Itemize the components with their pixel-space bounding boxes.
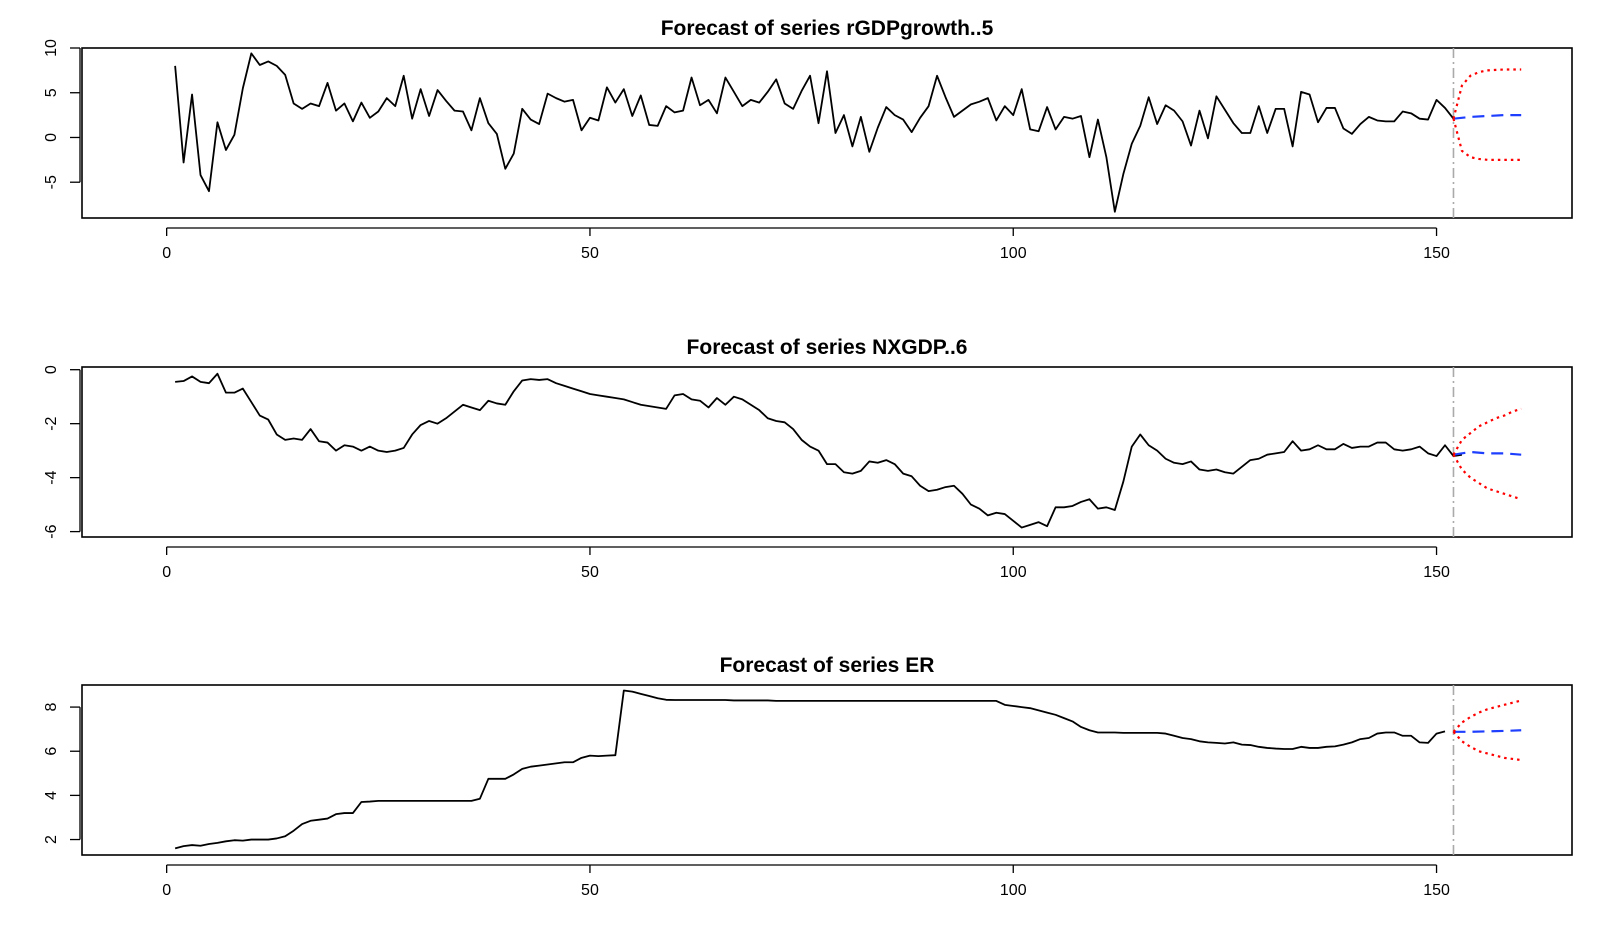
x-tick-label: 50 [581,564,599,581]
chart-title: Forecast of series ER [720,654,935,677]
y-tick-label: 6 [43,747,60,756]
x-tick-label: 50 [581,882,599,899]
chart-panel-2: Forecast of series NXGDP..6 0 50 100 150 -6 -4… [43,336,1573,581]
y-tick-label: -6 [43,524,60,538]
x-tick-label: 100 [1000,882,1027,899]
plot-frame [81,684,1573,856]
y-tick-label: 5 [43,88,60,97]
forecast-series-line [1453,114,1522,120]
chart-panel-1: Forecast of series rGDPgrowth..50 50 100 15… [43,17,1573,262]
observed-series-line [174,689,1446,850]
y-tick-label: -4 [43,470,60,484]
y-tick-label: 10 [43,39,60,57]
y-tick-label: 2 [43,835,60,844]
chart-title: Forecast of series NXGDP..6 [687,336,968,359]
plot-frame [81,366,1573,538]
x-tick-label: 0 [162,564,171,581]
y-tick-label: 8 [43,703,60,712]
upper-series-line [1452,699,1522,733]
chart-panel-3: Forecast of series ER 0 50 100 150 2 4 6 8 [43,654,1573,899]
x-tick-label: 150 [1423,245,1450,262]
lower-series-line [1452,731,1522,762]
y-tick-label: 0 [43,365,60,374]
lower-series-line [1452,118,1522,161]
observed-series-line [174,52,1455,213]
observed-series-line [175,372,1463,529]
x-tick-label: 100 [1000,564,1027,581]
plot-frame [81,47,1573,219]
lower-series-line [1452,454,1522,501]
forecast-series-line [1453,450,1522,456]
upper-series-line [1452,407,1522,456]
y-tick-label: -2 [43,416,60,430]
x-tick-label: 150 [1423,882,1450,899]
x-tick-label: 0 [162,882,171,899]
y-tick-label: 4 [43,791,60,800]
x-tick-label: 50 [581,245,599,262]
x-tick-label: 0 [162,245,171,262]
x-tick-label: 150 [1423,564,1450,581]
forecast-series-line [1453,729,1522,733]
chart-title: Forecast of series rGDPgrowth..5 [661,17,994,40]
x-tick-label: 100 [1000,245,1027,262]
upper-series-line [1452,68,1522,119]
y-tick-label: 0 [43,133,60,142]
y-tick-label: -5 [43,175,60,189]
